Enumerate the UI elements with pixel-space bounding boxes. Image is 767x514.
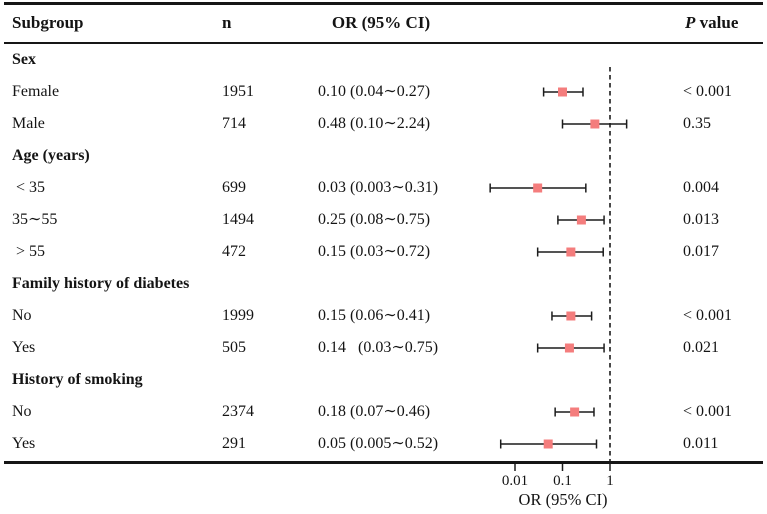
table-row: Male 714 0.48 (0.10∼2.24) 0.35 xyxy=(0,108,767,140)
table-row: No 1999 0.15 (0.06∼0.41) < 0.001 xyxy=(0,300,767,332)
subgroup-label: Yes xyxy=(12,435,36,452)
or-ci-text: 0.14 (0.03∼0.75) xyxy=(318,339,439,356)
subgroup-label: Male xyxy=(12,115,45,132)
or-ci-text: 0.15 (0.03∼0.72) xyxy=(318,243,431,260)
or-ci-text: 0.25 (0.08∼0.75) xyxy=(318,211,431,228)
subgroup-label: Sex xyxy=(12,51,36,68)
or-ci-text: 0.10 (0.04∼0.27) xyxy=(318,83,431,100)
p-value: 0.013 xyxy=(683,211,719,228)
group-header-row: History of smoking xyxy=(0,364,767,396)
table-row: Yes 291 0.05 (0.005∼0.52) 0.011 xyxy=(0,428,767,460)
group-header-row: Sex xyxy=(0,44,767,76)
or-ci-text: 0.05 (0.005∼0.52) xyxy=(318,435,439,452)
p-value: < 0.001 xyxy=(683,307,733,324)
table-row: 35∼55 1494 0.25 (0.08∼0.75) 0.013 xyxy=(0,204,767,236)
n-value: 472 xyxy=(222,243,246,260)
subgroup-label: History of smoking xyxy=(12,371,143,388)
or-ci-text: 0.48 (0.10∼2.24) xyxy=(318,115,431,132)
n-value: 714 xyxy=(222,115,246,132)
p-value: 0.011 xyxy=(683,435,719,452)
subgroup-label: No xyxy=(12,307,32,324)
p-value: 0.017 xyxy=(683,243,719,260)
header-p-rest: value xyxy=(695,13,739,32)
header-p-value: P value xyxy=(685,4,738,42)
subgroup-label: 35∼55 xyxy=(12,211,58,228)
p-value: 0.35 xyxy=(683,115,711,132)
top-rule xyxy=(4,2,763,5)
subgroup-label: Female xyxy=(12,83,60,100)
axis-title: OR (95% CI) xyxy=(518,490,608,509)
table-row: Female 1951 0.10 (0.04∼0.27) < 0.001 xyxy=(0,76,767,108)
p-value: 0.004 xyxy=(683,179,719,196)
table-row: Yes 505 0.14 (0.03∼0.75) 0.021 xyxy=(0,332,767,364)
n-value: 1951 xyxy=(222,83,254,100)
n-value: 291 xyxy=(222,435,246,452)
p-value: 0.021 xyxy=(683,339,719,356)
or-ci-text: 0.15 (0.06∼0.41) xyxy=(318,307,431,324)
header-p-italic: P xyxy=(685,13,696,32)
group-header-row: Family history of diabetes xyxy=(0,268,767,300)
n-value: 1494 xyxy=(222,211,254,228)
header-rule xyxy=(4,42,763,44)
subgroup-label: Yes xyxy=(12,339,36,356)
table-row: > 55 472 0.15 (0.03∼0.72) 0.017 xyxy=(0,236,767,268)
header-or-ci: OR (95% CI) xyxy=(331,13,431,32)
p-value: < 0.001 xyxy=(683,83,733,100)
n-value: 699 xyxy=(222,179,246,196)
subgroup-label: No xyxy=(12,403,32,420)
table-row: No 2374 0.18 (0.07∼0.46) < 0.001 xyxy=(0,396,767,428)
subgroup-label: Family history of diabetes xyxy=(12,275,190,292)
group-header-row: Age (years) xyxy=(0,140,767,172)
n-value: 1999 xyxy=(222,307,254,324)
header-n: n xyxy=(222,13,232,32)
table-header-row: Subgroup n OR (95% CI) P value xyxy=(0,4,767,42)
n-value: 505 xyxy=(222,339,246,356)
or-ci-text: 0.03 (0.003∼0.31) xyxy=(318,179,439,196)
axis-tick-label: 0.1 xyxy=(553,473,572,489)
subgroup-label: > 55 xyxy=(12,243,46,260)
subgroup-label: Age (years) xyxy=(12,147,90,164)
p-value: < 0.001 xyxy=(683,403,733,420)
n-value: 2374 xyxy=(222,403,254,420)
table-row: < 35 699 0.03 (0.003∼0.31) 0.004 xyxy=(0,172,767,204)
axis-tick-label: 1 xyxy=(606,473,614,489)
axis-line xyxy=(4,461,763,464)
subgroup-label: < 35 xyxy=(12,179,46,196)
axis-tick-label: 0.01 xyxy=(501,473,529,489)
header-subgroup: Subgroup xyxy=(12,13,84,32)
or-ci-text: 0.18 (0.07∼0.46) xyxy=(318,403,431,420)
